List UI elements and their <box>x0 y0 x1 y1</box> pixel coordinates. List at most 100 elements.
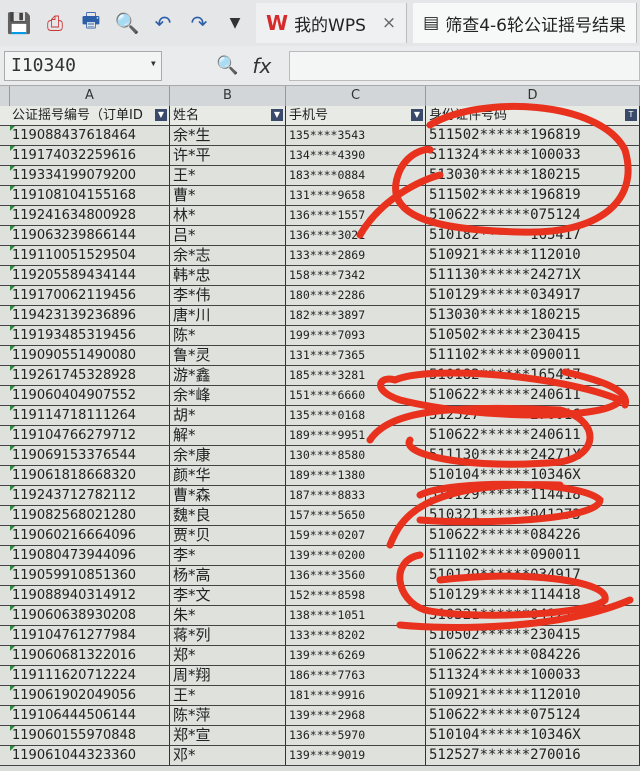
cell-phone[interactable]: 186****7763 <box>286 666 426 685</box>
cell-id-number[interactable]: 511102******090011 <box>426 346 640 365</box>
cell-phone[interactable]: 138****1051 <box>286 606 426 625</box>
cell-order-id[interactable]: 119060638930208 <box>0 606 170 625</box>
fx-icon[interactable]: fx <box>252 53 272 78</box>
cell-order-id[interactable]: 119060155970848 <box>0 726 170 745</box>
cell-order-id[interactable]: 119243712782112 <box>0 486 170 505</box>
cell-id-number[interactable]: 510502******230415 <box>426 326 640 345</box>
cell-id-number[interactable]: 510129******034917 <box>426 566 640 585</box>
cell-phone[interactable]: 199****7093 <box>286 326 426 345</box>
cell-order-id[interactable]: 119205589434144 <box>0 266 170 285</box>
cell-name[interactable]: 蒋*列 <box>170 626 286 645</box>
cell-name[interactable]: 颜*华 <box>170 466 286 485</box>
cell-phone[interactable]: 131****7365 <box>286 346 426 365</box>
cell-id-number[interactable]: 510622******240611 <box>426 386 640 405</box>
cell-phone[interactable]: 135****3543 <box>286 126 426 145</box>
cell-id-number[interactable]: 510622******240611 <box>426 426 640 445</box>
tab-my-wps[interactable]: W 我的WPS × <box>256 3 408 43</box>
cell-order-id[interactable]: 119090551490080 <box>0 346 170 365</box>
filter-active-icon[interactable]: T <box>625 109 637 121</box>
column-header-d[interactable]: D <box>426 86 640 106</box>
filter-dropdown-icon[interactable]: ▼ <box>155 109 167 121</box>
cell-name[interactable]: 曹* <box>170 186 286 205</box>
cell-name[interactable]: 胡* <box>170 406 286 425</box>
cell-name[interactable]: 鲁*灵 <box>170 346 286 365</box>
cell-id-number[interactable]: 511502******196819 <box>426 126 640 145</box>
cell-phone[interactable]: 182****3897 <box>286 306 426 325</box>
cell-order-id[interactable]: 119088437618464 <box>0 126 170 145</box>
cell-order-id[interactable]: 119061902049056 <box>0 686 170 705</box>
cell-id-number[interactable]: 510104******10346X <box>426 466 640 485</box>
cell-phone[interactable]: 136****3021 <box>286 226 426 245</box>
cell-order-id[interactable]: 119063239866144 <box>0 226 170 245</box>
cell-id-number[interactable]: 510921******112010 <box>426 686 640 705</box>
cell-phone[interactable]: 133****2869 <box>286 246 426 265</box>
cell-phone[interactable]: 131****9658 <box>286 186 426 205</box>
cell-name[interactable]: 王* <box>170 686 286 705</box>
cell-id-number[interactable]: 510622******084226 <box>426 526 640 545</box>
cell-order-id[interactable]: 119174032259616 <box>0 146 170 165</box>
cell-name[interactable]: 王* <box>170 166 286 185</box>
filter-dropdown-icon[interactable]: ▼ <box>271 109 283 121</box>
cell-phone[interactable]: 189****1380 <box>286 466 426 485</box>
cell-phone[interactable]: 139****0200 <box>286 546 426 565</box>
cell-id-number[interactable]: 512527******270016 <box>426 406 640 425</box>
cell-phone[interactable]: 151****6660 <box>286 386 426 405</box>
cell-order-id[interactable]: 119108104155168 <box>0 186 170 205</box>
cell-name[interactable]: 余*康 <box>170 446 286 465</box>
cell-order-id[interactable]: 119104766279712 <box>0 426 170 445</box>
cell-phone[interactable]: 134****4390 <box>286 146 426 165</box>
cell-id-number[interactable]: 512527******270016 <box>426 746 640 765</box>
redo-icon[interactable]: ↷ <box>190 11 208 35</box>
cell-id-number[interactable]: 511102******090011 <box>426 546 640 565</box>
cell-phone[interactable]: 139****2968 <box>286 706 426 725</box>
cell-order-id[interactable]: 119170062119456 <box>0 286 170 305</box>
cell-id-number[interactable]: 510622******075124 <box>426 206 640 225</box>
chevron-down-icon[interactable]: ▾ <box>149 55 157 70</box>
cell-name[interactable]: 陈* <box>170 326 286 345</box>
cell-order-id[interactable]: 119059910851360 <box>0 566 170 585</box>
cell-order-id[interactable]: 119069153376544 <box>0 446 170 465</box>
cell-order-id[interactable]: 119082568021280 <box>0 506 170 525</box>
cell-name[interactable]: 唐*川 <box>170 306 286 325</box>
cell-phone[interactable]: 152****8598 <box>286 586 426 605</box>
cell-name[interactable]: 余*生 <box>170 126 286 145</box>
name-box[interactable]: I10340 ▾ <box>4 50 162 81</box>
cell-id-number[interactable]: 511130******24271X <box>426 446 640 465</box>
cell-name[interactable]: 吕* <box>170 226 286 245</box>
cell-name[interactable]: 曹*森 <box>170 486 286 505</box>
formula-input[interactable] <box>289 50 640 81</box>
cell-phone[interactable]: 133****8202 <box>286 626 426 645</box>
cell-name[interactable]: 韩*忠 <box>170 266 286 285</box>
cell-phone[interactable]: 136****1557 <box>286 206 426 225</box>
cell-id-number[interactable]: 510182******165417 <box>426 226 640 245</box>
cell-phone[interactable]: 139****9019 <box>286 746 426 765</box>
cell-order-id[interactable]: 119110051529504 <box>0 246 170 265</box>
cell-name[interactable]: 李*文 <box>170 586 286 605</box>
cell-order-id[interactable]: 119106444506144 <box>0 706 170 725</box>
column-header-c[interactable]: C <box>286 86 426 106</box>
cell-id-number[interactable]: 510622******084226 <box>426 646 640 665</box>
cell-name[interactable]: 邓* <box>170 746 286 765</box>
cell-phone[interactable]: 158****7342 <box>286 266 426 285</box>
cell-name[interactable]: 贾*贝 <box>170 526 286 545</box>
cell-id-number[interactable]: 513030******180215 <box>426 166 640 185</box>
cell-name[interactable]: 李* <box>170 546 286 565</box>
cell-order-id[interactable]: 119114718111264 <box>0 406 170 425</box>
cell-order-id[interactable]: 119261745328928 <box>0 366 170 385</box>
cell-name[interactable]: 魏*良 <box>170 506 286 525</box>
cell-id-number[interactable]: 511502******196819 <box>426 186 640 205</box>
cell-name[interactable]: 解* <box>170 426 286 445</box>
cell-order-id[interactable]: 119423139236896 <box>0 306 170 325</box>
cell-order-id[interactable]: 119060404907552 <box>0 386 170 405</box>
cell-id-number[interactable]: 511130******24271X <box>426 266 640 285</box>
cell-phone[interactable]: 136****3560 <box>286 566 426 585</box>
cell-id-number[interactable]: 510104******10346X <box>426 726 640 745</box>
cell-name[interactable]: 余*峰 <box>170 386 286 405</box>
cell-id-number[interactable]: 510129******114418 <box>426 486 640 505</box>
cell-id-number[interactable]: 510921******112010 <box>426 246 640 265</box>
column-header-b[interactable]: B <box>170 86 286 106</box>
cell-id-number[interactable]: 510622******075124 <box>426 706 640 725</box>
cell-order-id[interactable]: 119088940314912 <box>0 586 170 605</box>
cell-name[interactable]: 杨*高 <box>170 566 286 585</box>
cell-id-number[interactable]: 511324******100033 <box>426 666 640 685</box>
